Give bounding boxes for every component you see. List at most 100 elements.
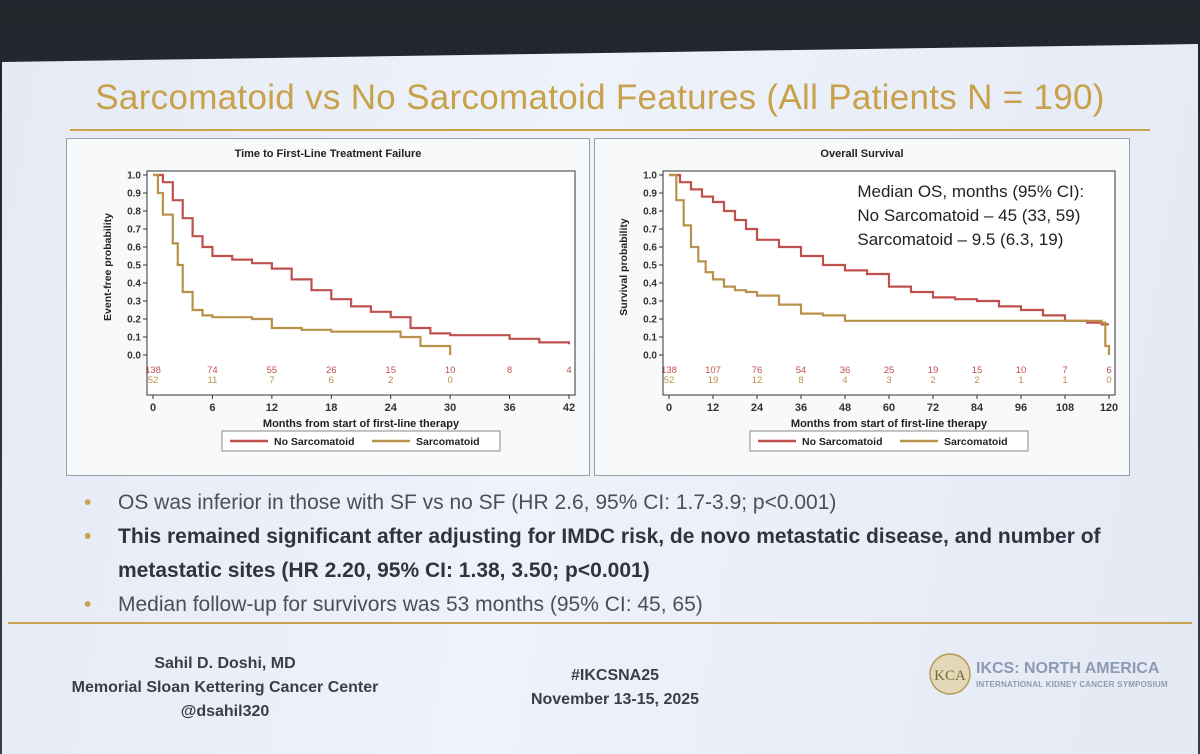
at-risk-count: 2 xyxy=(388,375,393,386)
author-institution: Memorial Sloan Kettering Cancer Center xyxy=(71,679,379,696)
y-tick-label: 0.5 xyxy=(643,261,657,272)
chart-title: Time to First-Line Treatment Failure xyxy=(235,148,422,160)
at-risk-count: 138 xyxy=(145,365,161,376)
at-risk-count: 15 xyxy=(385,365,396,376)
event-block: #IKCSNA25 November 13-15, 2025 xyxy=(495,664,735,712)
at-risk-count: 3 xyxy=(886,375,891,386)
at-risk-count: 6 xyxy=(329,375,334,386)
at-risk-count: 7 xyxy=(1062,365,1067,376)
bullet-text: Median follow-up for survivors was 53 mo… xyxy=(118,593,703,616)
event-hashtag: #IKCSNA25 xyxy=(570,667,660,684)
median-os-annotation: No Sarcomatoid – 45 (33, 59) xyxy=(857,206,1080,225)
chart-os: Overall Survival 0.0 0.1 0.2 0.3 0.4 0.5 0.6 0.7… xyxy=(618,148,1118,452)
at-risk-count: 12 xyxy=(752,375,763,386)
y-tick-label: 1.0 xyxy=(643,171,657,182)
at-risk-count: 76 xyxy=(752,365,763,376)
x-tick-label: 120 xyxy=(1100,402,1118,414)
at-risk-count: 19 xyxy=(708,375,719,386)
y-tick-label: 0.0 xyxy=(643,351,657,362)
legend-label: Sarcomatoid xyxy=(416,436,480,448)
at-risk-count: 26 xyxy=(326,365,337,376)
y-tick-label: 0.4 xyxy=(127,279,141,290)
at-risk-count: 15 xyxy=(972,365,983,376)
at-risk-count: 4 xyxy=(566,365,571,376)
y-tick-label: 0.6 xyxy=(127,243,141,254)
at-risk-count: 107 xyxy=(705,365,721,376)
x-axis-label: Months from start of first-line therapy xyxy=(791,418,988,430)
x-tick-label: 0 xyxy=(150,402,156,414)
x-tick-label: 30 xyxy=(444,402,456,414)
y-tick-label: 0.4 xyxy=(643,279,657,290)
x-tick-label: 0 xyxy=(666,402,672,414)
median-os-annotation: Sarcomatoid – 9.5 (6.3, 19) xyxy=(857,230,1063,249)
y-tick-label: 0.2 xyxy=(643,315,657,326)
at-risk-count: 52 xyxy=(148,375,159,386)
x-tick-label: 36 xyxy=(503,402,515,414)
bullet-item: • OS was inferior in those with SF vs no… xyxy=(84,486,1184,520)
bullet-text: This remained significant after adjustin… xyxy=(118,525,1101,582)
x-axis-label: Months from start of first-line therapy xyxy=(263,418,460,430)
at-risk-count: 7 xyxy=(269,375,274,386)
author-handle: @dsahil320 xyxy=(180,703,270,720)
x-tick-label: 96 xyxy=(1015,402,1027,414)
author-block: Sahil D. Doshi, MD Memorial Sloan Ketter… xyxy=(40,652,410,724)
legend-label: No Sarcomatoid xyxy=(274,436,355,448)
y-tick-label: 0.6 xyxy=(643,243,657,254)
at-risk-count: 1 xyxy=(1018,375,1023,386)
chart-title: Overall Survival xyxy=(820,148,903,160)
y-tick-label: 0.8 xyxy=(127,207,141,218)
x-tick-label: 18 xyxy=(325,402,337,414)
at-risk-count: 52 xyxy=(664,375,675,386)
at-risk-count: 74 xyxy=(207,365,218,376)
y-tick-label: 0.0 xyxy=(127,351,141,362)
logo-lettering: KCA xyxy=(934,668,966,684)
y-tick-label: 0.7 xyxy=(127,225,141,236)
at-risk-count: 2 xyxy=(930,375,935,386)
bullet-icon: • xyxy=(84,593,92,616)
at-risk-count: 10 xyxy=(1016,365,1027,376)
legend-label: Sarcomatoid xyxy=(944,436,1008,448)
y-tick-label: 0.1 xyxy=(643,333,657,344)
y-tick-label: 0.5 xyxy=(127,261,141,272)
y-tick-label: 0.7 xyxy=(643,225,657,236)
at-risk-count: 11 xyxy=(207,375,217,386)
at-risk-count: 25 xyxy=(884,365,895,376)
at-risk-count: 54 xyxy=(796,365,807,376)
bullet-item: • This remained significant after adjust… xyxy=(84,520,1184,588)
x-tick-label: 84 xyxy=(971,402,984,414)
title-underline xyxy=(70,129,1150,131)
footer-divider xyxy=(8,622,1192,624)
at-risk-count: 2 xyxy=(974,375,979,386)
x-tick-label: 60 xyxy=(883,402,895,414)
at-risk-count: 6 xyxy=(1106,365,1111,376)
at-risk-count: 1 xyxy=(1062,375,1067,386)
y-tick-label: 0.1 xyxy=(127,333,141,344)
bullet-list: • OS was inferior in those with SF vs no… xyxy=(84,486,1184,622)
at-risk-count: 55 xyxy=(267,365,278,376)
chart-panel-os: Overall Survival 0.0 0.1 0.2 0.3 0.4 0.5 0.6 0.7… xyxy=(594,138,1130,476)
at-risk-count: 10 xyxy=(445,365,456,376)
at-risk-count: 0 xyxy=(1106,375,1111,386)
legend-label: No Sarcomatoid xyxy=(802,436,883,448)
y-tick-label: 1.0 xyxy=(127,171,141,182)
legend-box xyxy=(221,430,501,452)
x-tick-label: 36 xyxy=(795,402,807,414)
at-risk-count: 8 xyxy=(507,365,512,376)
bullet-icon: • xyxy=(84,525,92,548)
chart-panel-ttf: Time to First-Line Treatment Failure 0.0 0… xyxy=(66,138,590,476)
series-line-sarcomatoid xyxy=(669,173,1111,355)
at-risk-count: 138 xyxy=(661,365,677,376)
at-risk-count: 0 xyxy=(447,375,452,386)
author-name: Sahil D. Doshi, MD xyxy=(154,655,296,672)
y-axis-label: Survival probability xyxy=(618,218,630,316)
y-tick-label: 0.2 xyxy=(127,315,141,326)
x-tick-label: 6 xyxy=(209,402,215,414)
median-os-annotation: Median OS, months (95% CI): xyxy=(857,182,1084,201)
org-subtitle: INTERNATIONAL KIDNEY CANCER SYMPOSIUM xyxy=(976,680,1168,689)
bullet-icon: • xyxy=(84,491,92,514)
legend-box xyxy=(749,430,1029,452)
x-tick-label: 48 xyxy=(839,402,851,414)
series-line-no-sarcomatoid xyxy=(153,173,571,345)
series-line-sarcomatoid xyxy=(153,173,452,355)
y-tick-label: 0.8 xyxy=(643,207,657,218)
